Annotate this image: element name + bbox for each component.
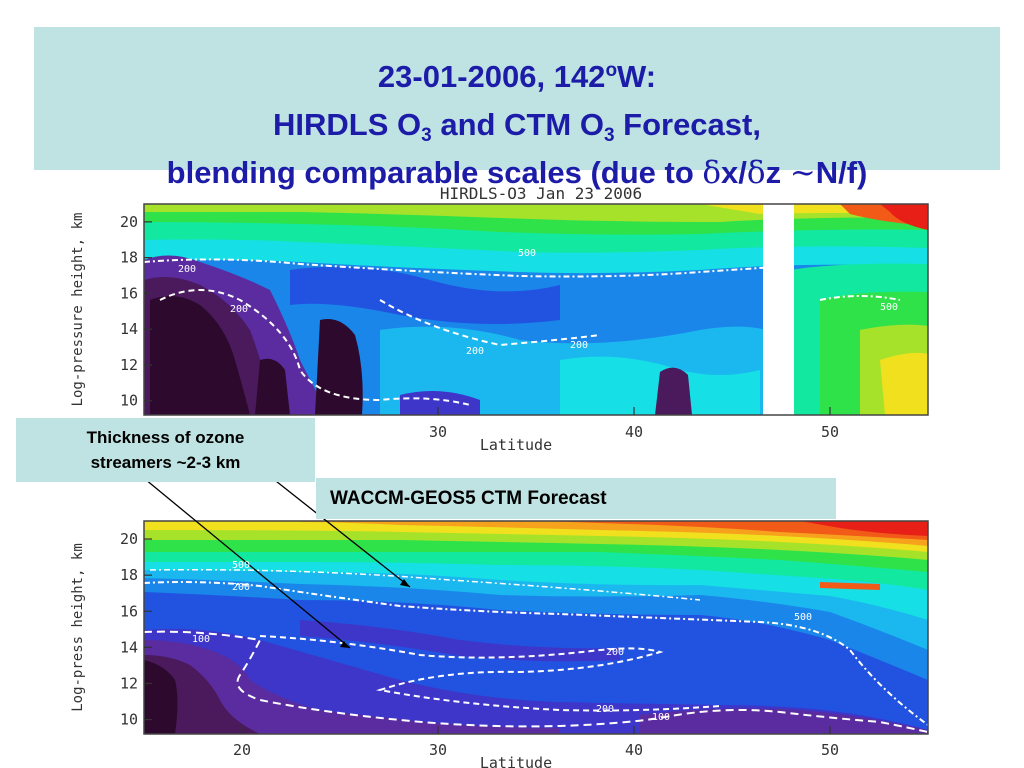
plot1-contour-label: 500 <box>880 302 898 313</box>
title-line-2: HIRDLS O3 and CTM O3 Forecast, <box>273 107 761 146</box>
plot2-ytick-label: 18 <box>120 566 138 584</box>
plot2-ytick-label: 14 <box>120 638 138 656</box>
plot2-ytick-label: 20 <box>120 530 138 548</box>
callout-arrows <box>133 469 411 649</box>
plot2-contour-label: 100 <box>652 712 670 723</box>
plot1-xlabel: Latitude <box>480 436 552 454</box>
plot1-xtick-label: 30 <box>429 423 447 441</box>
plot2-contour-label: 500 <box>794 612 812 623</box>
plot2-contour-label: 100 <box>192 634 210 645</box>
plot2-contour-label: 200 <box>606 647 624 658</box>
title-banner: 23-01-2006, 142oW: HIRDLS O3 and CTM O3 … <box>34 27 1000 191</box>
plot2-ytick-label: 12 <box>120 674 138 692</box>
plot2-contour-label: 200 <box>596 704 614 715</box>
plot1-contour-label: 500 <box>518 248 536 259</box>
plot2-ytick-label: 16 <box>120 602 138 620</box>
plot1-heatmap <box>144 204 928 415</box>
plot2-ylabel: Log-press height, km <box>70 543 86 712</box>
plot1-xtick-label: 50 <box>821 423 839 441</box>
plot1-xtick-label: 40 <box>625 423 643 441</box>
title-line-3: blending comparable scales (due to δx/δz… <box>166 155 868 191</box>
axis-and-label-layer: 30 40 50 10 12 14 16 18 20 Latitude Log-pressure h… <box>70 213 898 768</box>
plot2-heatmap <box>144 521 928 734</box>
title-line-1: 23-01-2006, 142oW: <box>377 59 657 94</box>
plot2-xtick-label: 20 <box>233 741 251 759</box>
plot1-contour-label: 200 <box>230 304 248 315</box>
plot2-xtick-label: 50 <box>821 741 839 759</box>
plot2-contour-label: 500 <box>232 560 250 571</box>
plot1-contour-label: 200 <box>178 264 196 275</box>
plot1-ylabel: Log-pressure height, km <box>70 213 86 407</box>
plot1-ytick-label: 10 <box>120 392 138 410</box>
plot2-contour-label: 200 <box>232 582 250 593</box>
plot2-ytick-label: 10 <box>120 711 138 729</box>
plot1-contour-label: 200 <box>570 340 588 351</box>
callout-waccm-forecast: WACCM-GEOS5 CTM Forecast <box>316 478 836 519</box>
plot2-xlabel: Latitude <box>480 754 552 768</box>
callout-streamer-thickness: Thickness of ozone streamers ~2-3 km <box>16 418 315 482</box>
plot1-ytick-label: 14 <box>120 320 138 338</box>
plot1-ytick-label: 20 <box>120 213 138 231</box>
callout-thickness-line2: streamers ~2-3 km <box>90 453 241 472</box>
plot2-xtick-label: 30 <box>429 741 447 759</box>
plot2-xtick-label: 40 <box>625 741 643 759</box>
plot1-ytick-label: 12 <box>120 356 138 374</box>
plot1-ytick-label: 16 <box>120 284 138 302</box>
plot1-contour-label: 200 <box>466 346 484 357</box>
plot1-ytick-label: 18 <box>120 249 138 267</box>
callout-thickness-line1: Thickness of ozone <box>86 428 245 447</box>
plot1-title: HIRDLS-O3 Jan 23 2006 <box>440 184 642 203</box>
